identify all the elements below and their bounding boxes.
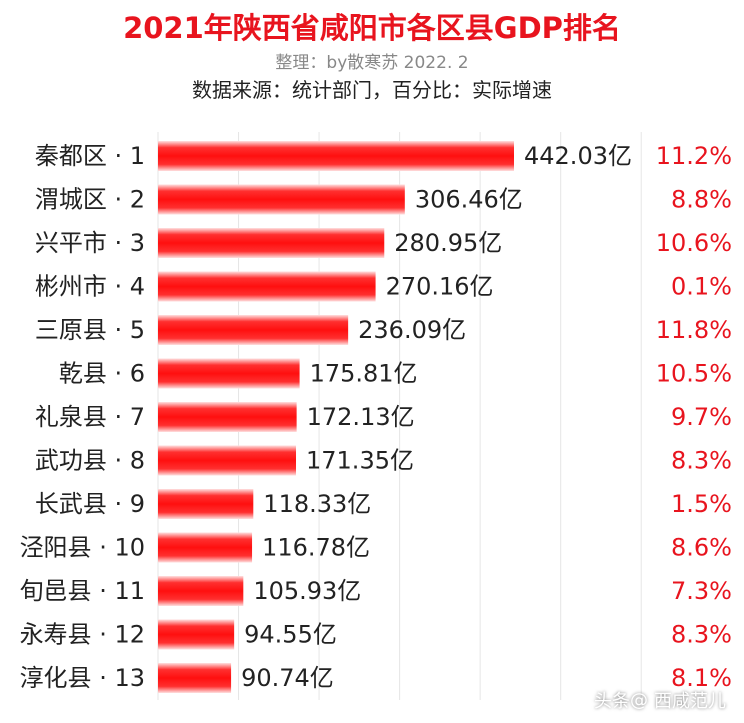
category-label: 乾县 · 6	[59, 360, 145, 388]
growth-label: 9.7%	[671, 403, 732, 431]
category-label: 三原县 · 5	[35, 316, 145, 344]
value-label: 118.33亿	[263, 490, 371, 518]
watermark-at: @	[630, 689, 648, 711]
bar	[158, 619, 235, 650]
growth-label: 8.3%	[671, 621, 732, 649]
bar	[158, 663, 232, 693]
category-label: 淳化县 · 13	[20, 664, 145, 692]
value-label: 175.81亿	[310, 360, 418, 388]
category-label: 长武县 · 9	[35, 490, 145, 518]
growth-label: 10.5%	[656, 360, 732, 388]
bars	[158, 141, 514, 693]
category-label: 秦都区 · 1	[35, 142, 145, 170]
bar	[158, 445, 297, 476]
growth-label: 8.1%	[671, 664, 732, 692]
category-label: 礼泉县 · 7	[35, 403, 145, 431]
gridlines	[157, 132, 642, 700]
growth-label: 8.6%	[671, 534, 732, 562]
value-label: 236.09亿	[358, 316, 466, 344]
bar	[158, 271, 376, 302]
growth-label: 1.5%	[671, 490, 732, 518]
value-label: 94.55亿	[244, 621, 337, 649]
growth-label: 7.3%	[671, 577, 732, 605]
growth-label: 11.8%	[656, 316, 732, 344]
growth-label: 8.8%	[671, 186, 732, 214]
source-line: 数据来源：统计部门，百分比：实际增速	[192, 78, 552, 102]
bar	[158, 141, 514, 171]
bar	[158, 184, 405, 215]
value-label: 105.93亿	[253, 577, 361, 605]
category-label: 彬州市 · 4	[35, 273, 145, 301]
growth-label: 11.2%	[656, 142, 732, 170]
labels: 秦都区 · 1 442.03亿 11.2% 渭城区 · 2 306.46亿 8.8% 兴平市…	[20, 142, 732, 692]
category-label: 渭城区 · 2	[35, 186, 145, 214]
value-label: 116.78亿	[262, 534, 370, 562]
category-label: 永寿县 · 12	[20, 621, 145, 649]
growth-label: 8.3%	[671, 447, 732, 475]
watermark-platform: 头条	[594, 691, 630, 712]
watermark-account: 西咸范儿	[654, 691, 726, 712]
value-label: 90.74亿	[241, 664, 334, 692]
chart-title: 2021年陕西省咸阳市各区县GDP排名	[123, 11, 621, 45]
bar	[158, 358, 300, 389]
value-label: 280.95亿	[394, 229, 502, 257]
category-label: 泾阳县 · 10	[20, 534, 145, 562]
credit-line: 整理：by散寒苏 2022. 2	[275, 53, 469, 73]
value-label: 442.03亿	[524, 142, 632, 170]
value-label: 270.16亿	[386, 273, 494, 301]
value-label: 306.46亿	[415, 186, 523, 214]
bar	[158, 315, 349, 345]
bar	[158, 489, 254, 519]
value-label: 171.35亿	[306, 447, 414, 475]
watermark: 头条 @ 西咸范儿	[594, 687, 726, 713]
category-label: 旬邑县 · 11	[20, 577, 145, 605]
value-label: 172.13亿	[307, 403, 415, 431]
bar	[158, 228, 385, 258]
bar	[158, 576, 244, 606]
bar	[158, 402, 297, 432]
bar	[158, 532, 253, 563]
growth-label: 0.1%	[671, 273, 732, 301]
growth-label: 10.6%	[656, 229, 732, 257]
category-label: 武功县 · 8	[35, 447, 145, 475]
category-label: 兴平市 · 3	[35, 229, 145, 257]
